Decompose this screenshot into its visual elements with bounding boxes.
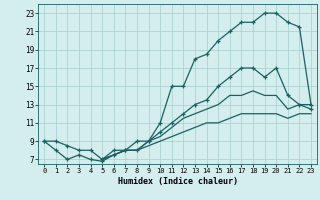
X-axis label: Humidex (Indice chaleur): Humidex (Indice chaleur) xyxy=(118,177,238,186)
